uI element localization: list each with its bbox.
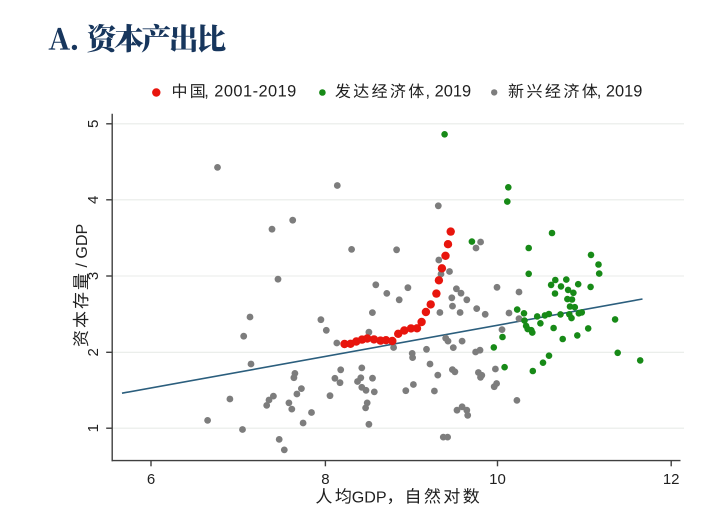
- svg-text:12: 12: [663, 471, 680, 488]
- svg-text:10: 10: [489, 471, 506, 488]
- svg-text:/ GDP: / GDP: [73, 224, 91, 272]
- svg-text:3: 3: [85, 272, 102, 280]
- svg-text:4: 4: [85, 196, 102, 204]
- svg-text:6: 6: [147, 471, 155, 488]
- svg-text:, 2019: , 2019: [426, 82, 472, 100]
- svg-text:, 2019: , 2019: [597, 82, 643, 100]
- svg-text:2: 2: [85, 348, 102, 356]
- svg-text:5: 5: [85, 120, 102, 128]
- svg-text:GDP: GDP: [352, 488, 387, 506]
- svg-text:8: 8: [321, 471, 329, 488]
- svg-text:, 2001-2019: , 2001-2019: [204, 82, 296, 100]
- svg-text:1: 1: [85, 424, 102, 432]
